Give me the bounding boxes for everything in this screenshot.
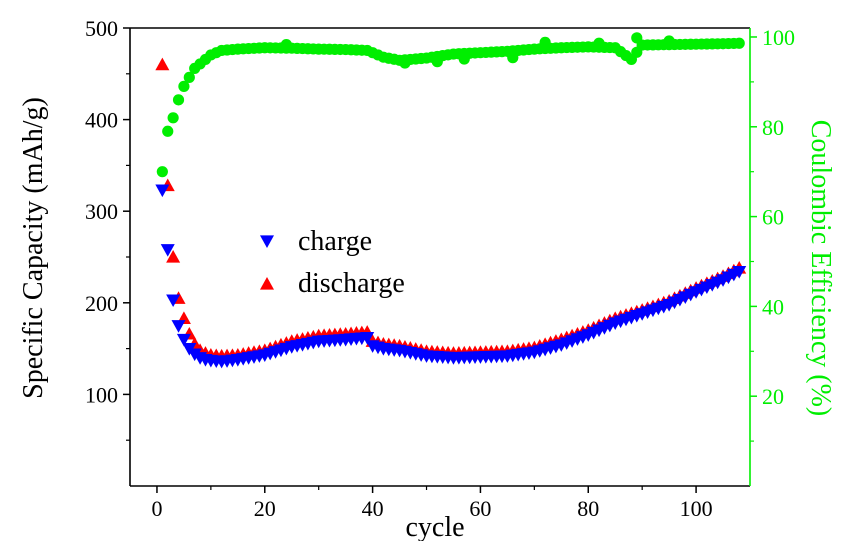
efficiency-point bbox=[733, 37, 745, 49]
plot-frame bbox=[129, 27, 751, 487]
discharge-series bbox=[155, 57, 747, 362]
efficiency-point bbox=[183, 71, 195, 83]
efficiency-point bbox=[178, 80, 190, 92]
discharge-point bbox=[166, 250, 181, 263]
charge-series bbox=[155, 184, 747, 369]
x-tick-label: 40 bbox=[362, 496, 384, 521]
legend-marker-discharge bbox=[260, 277, 274, 290]
y2-tick-label: 40 bbox=[762, 294, 784, 319]
efficiency-point bbox=[399, 57, 411, 69]
x-tick-label: 60 bbox=[469, 496, 491, 521]
legend-discharge-marker bbox=[260, 277, 274, 290]
y2-axis-title: Coulombic Efficiency (%) bbox=[805, 120, 836, 417]
y-tick-label: 100 bbox=[85, 382, 118, 407]
x-axis-ticks: 0 20 40 60 80 100 bbox=[151, 486, 713, 521]
x-tick-label: 20 bbox=[254, 496, 276, 521]
charge-point bbox=[160, 244, 175, 257]
charge-point bbox=[166, 294, 181, 308]
y-tick-label: 400 bbox=[85, 108, 118, 133]
legend-charge-marker bbox=[260, 235, 274, 248]
charge-point bbox=[732, 266, 747, 279]
efficiency-series bbox=[156, 32, 745, 178]
charge-point bbox=[171, 320, 186, 333]
y-tick-label: 200 bbox=[85, 291, 118, 316]
efficiency-point bbox=[539, 36, 551, 48]
efficiency-point bbox=[663, 35, 675, 47]
x-tick-label: 80 bbox=[577, 496, 599, 521]
y2-tick-label: 20 bbox=[762, 384, 784, 409]
y-axis-ticks: 100 200 300 400 500 bbox=[85, 16, 130, 441]
efficiency-point bbox=[156, 166, 168, 178]
legend: charge discharge bbox=[260, 226, 405, 299]
x-tick-label: 100 bbox=[680, 496, 713, 521]
charge-point bbox=[360, 332, 375, 345]
efficiency-point bbox=[280, 39, 292, 51]
y2-tick-label: 80 bbox=[762, 115, 784, 140]
y2-axis-ticks: 20 40 60 80 100 bbox=[750, 25, 795, 442]
efficiency-point bbox=[431, 56, 443, 68]
charge-point bbox=[155, 184, 170, 198]
efficiency-point bbox=[458, 53, 470, 65]
efficiency-point bbox=[593, 37, 605, 49]
y-tick-label: 300 bbox=[85, 199, 118, 224]
legend-label-charge: charge bbox=[298, 226, 372, 257]
efficiency-point bbox=[172, 94, 185, 106]
x-axis-title: cycle bbox=[405, 512, 464, 541]
discharge-point bbox=[155, 57, 170, 71]
efficiency-point bbox=[631, 32, 643, 44]
charge-point bbox=[176, 333, 191, 347]
legend-label-discharge: discharge bbox=[298, 268, 405, 299]
efficiency-point bbox=[162, 125, 174, 137]
legend-marker-charge bbox=[260, 235, 274, 248]
y-axis-title: Specific Capacity (mAh/g) bbox=[18, 97, 49, 399]
x-tick-label: 0 bbox=[151, 496, 162, 521]
efficiency-point bbox=[167, 112, 179, 124]
y2-tick-label: 60 bbox=[762, 205, 784, 230]
y-tick-label: 500 bbox=[85, 16, 118, 41]
y2-tick-label: 100 bbox=[762, 25, 795, 50]
efficiency-point bbox=[507, 52, 519, 64]
